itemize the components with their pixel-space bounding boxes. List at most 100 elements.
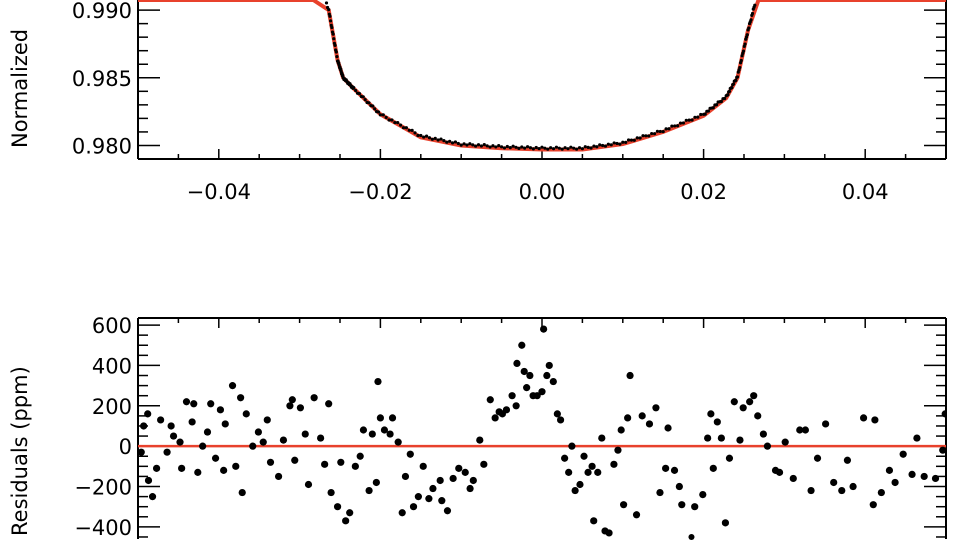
residual-point: [376, 414, 384, 422]
residual-point: [656, 488, 664, 497]
residual-point: [321, 460, 329, 468]
bottom-y-axis-title: Residuals (ppm): [8, 366, 32, 536]
flux-point: [540, 145, 544, 149]
residual-point: [620, 501, 628, 509]
residual-point: [565, 468, 573, 476]
flux-point: [517, 146, 521, 150]
flux-point: [580, 147, 585, 151]
flux-point: [726, 93, 730, 97]
residual-point: [356, 452, 364, 460]
residual-point: [678, 501, 686, 509]
flux-point: [387, 118, 391, 122]
flux-point: [327, 7, 331, 12]
residual-point: [144, 410, 152, 418]
y-tick-label: 200: [92, 395, 132, 419]
flux-point: [335, 54, 339, 59]
residual-point: [920, 472, 928, 481]
residual-point: [254, 428, 262, 436]
residual-point: [169, 432, 178, 440]
flux-point: [333, 43, 337, 47]
residual-point: [207, 400, 215, 408]
residual-point: [144, 476, 153, 485]
flux-point: [696, 115, 700, 119]
flux-point: [546, 147, 550, 151]
flux-point: [670, 124, 674, 128]
residual-point: [419, 462, 427, 470]
flux-point: [445, 140, 449, 144]
flux-point: [491, 144, 495, 148]
flux-point: [738, 65, 742, 70]
flux-point: [644, 134, 648, 138]
flux-point: [684, 118, 688, 122]
y-tick-label: 0: [119, 435, 132, 459]
flux-point: [462, 142, 466, 146]
flux-point: [678, 121, 683, 125]
flux-point: [747, 26, 751, 30]
residual-point: [310, 394, 318, 402]
residual-point: [199, 442, 207, 450]
flux-point: [693, 115, 697, 119]
residual-point: [610, 460, 618, 468]
residual-point: [178, 464, 186, 472]
flux-point: [331, 32, 335, 36]
flux-point: [494, 145, 498, 149]
flux-point: [354, 88, 358, 93]
residual-point: [908, 470, 916, 479]
residual-point: [182, 398, 191, 406]
residual-point: [941, 410, 946, 418]
flux-point: [723, 96, 727, 101]
residual-point: [523, 384, 531, 392]
flux-point: [554, 145, 559, 149]
residual-point: [167, 422, 175, 430]
flux-point: [727, 89, 732, 94]
residual-point: [476, 436, 484, 444]
flux-point: [479, 144, 483, 148]
residual-point: [333, 503, 342, 511]
residual-point: [781, 438, 789, 446]
flux-point: [334, 50, 338, 54]
flux-point: [606, 142, 610, 146]
residual-point: [266, 458, 275, 466]
flux-point: [324, 1, 329, 5]
flux-point: [511, 144, 515, 148]
plot-area: [138, 0, 946, 152]
residual-point: [263, 416, 271, 424]
flux-point: [525, 145, 530, 149]
flux-point: [577, 146, 582, 150]
flux-point: [687, 118, 691, 122]
residual-point: [543, 371, 551, 380]
residual-point: [707, 410, 715, 418]
residual-point: [713, 418, 721, 426]
residual-point: [594, 468, 602, 476]
residual-point: [549, 377, 557, 386]
residual-point: [617, 426, 625, 434]
residual-point: [414, 493, 422, 501]
residual-point: [288, 396, 296, 404]
residual-point: [296, 404, 305, 412]
residual-point: [871, 416, 879, 424]
residual-point: [449, 474, 457, 483]
residual-point: [746, 398, 754, 406]
flux-point: [427, 136, 432, 140]
residual-point: [148, 493, 157, 501]
flux-point: [714, 103, 719, 107]
residual-point: [359, 426, 368, 434]
flux-point: [566, 147, 570, 151]
residual-point: [688, 533, 695, 540]
flux-point: [328, 19, 333, 23]
residual-point: [598, 434, 606, 442]
flux-point: [743, 42, 747, 46]
flux-point: [647, 134, 651, 138]
residual-point: [526, 371, 534, 380]
x-tick-label: 0.00: [519, 180, 566, 204]
residual-point: [699, 490, 707, 499]
flux-point: [482, 143, 486, 147]
residual-point: [624, 414, 632, 422]
flux-point: [474, 144, 478, 148]
residual-point: [662, 464, 670, 472]
residual-point: [438, 497, 446, 505]
residual-point: [822, 420, 830, 428]
residual-point: [931, 474, 940, 483]
flux-point: [523, 146, 527, 150]
residual-point: [351, 462, 359, 470]
